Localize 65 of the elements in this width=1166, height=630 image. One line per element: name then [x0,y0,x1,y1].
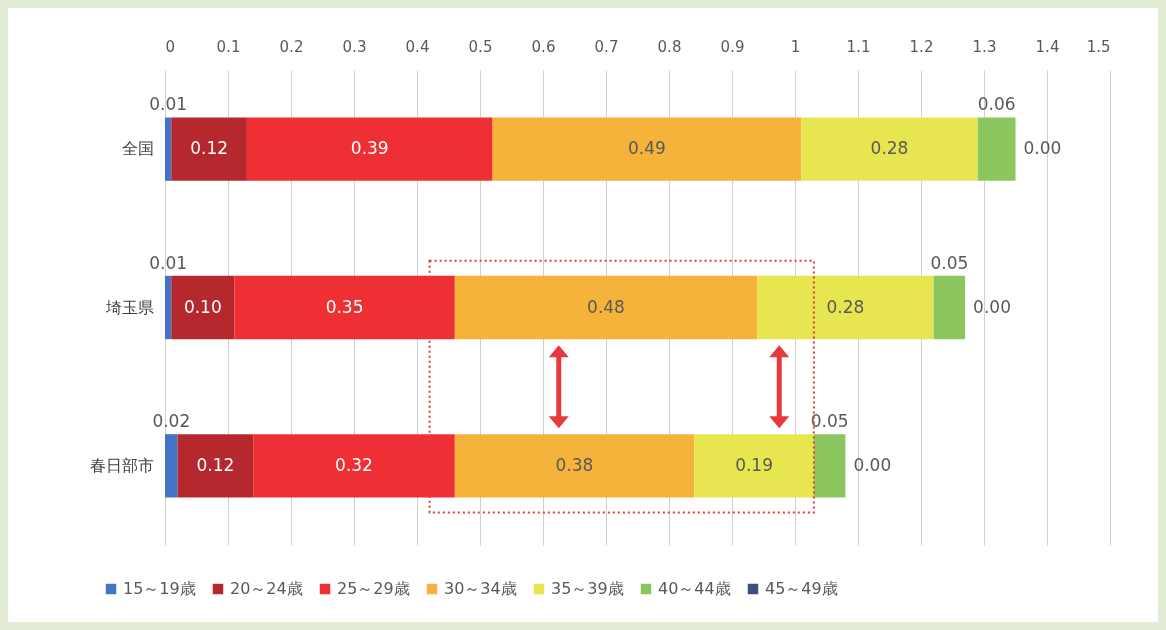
x-tick-label: 1 [790,37,801,56]
bar [694,434,814,498]
bar [253,434,455,498]
data-label: 0.05 [930,252,969,273]
data-label: 0.12 [196,454,235,475]
bar [977,117,1016,181]
data-label: 0.00 [1023,138,1062,159]
x-tick-label: 0.1 [216,37,241,56]
data-label: 0.05 [810,410,849,431]
data-label: 0.35 [325,296,364,317]
x-tick-label: 0.9 [720,37,745,56]
x-tick-label: 1.3 [972,37,997,56]
bar [165,117,172,181]
bar [171,117,247,181]
bar [801,117,978,181]
data-label: 0.00 [853,454,892,475]
data-label: 0.10 [183,296,222,317]
data-label: 0.48 [587,296,625,317]
bar [246,117,493,181]
x-tick-label: 0.8 [657,37,682,56]
legend-label: 20～24歳 [230,579,303,598]
x-tick-label: 1.2 [909,37,934,56]
data-label: 0.06 [977,94,1016,115]
y-tick-label: 埼玉県 [104,297,154,317]
x-tick-label: 1.1 [846,37,871,56]
bar [933,275,966,340]
legend-label: 40～44歳 [658,579,731,598]
bar [454,434,695,498]
x-tick-label: 0.7 [594,37,619,56]
bar [171,275,235,340]
x-tick-label: 1.5 [1086,37,1111,56]
y-tick-label: 全国 [121,139,154,159]
x-tick-label: 0.6 [531,37,556,56]
data-label: 0.28 [870,138,909,159]
legend-label: 30～34歳 [444,579,517,598]
x-tick-label: 0.5 [468,37,493,56]
x-tick-label: 0.3 [342,37,367,56]
legend-label: 25～29歳 [337,579,410,598]
y-tick-label: 春日部市 [89,455,154,475]
data-label: 0.01 [149,94,188,115]
x-tick-label: 1.4 [1035,37,1060,56]
x-tick-label: 0 [165,37,176,56]
data-label: 0.01 [149,252,188,273]
bar [454,275,758,340]
data-label: 0.00 [973,296,1011,317]
legend-label: 35～39歳 [551,579,624,598]
data-label: 0.32 [335,454,373,475]
data-label: 0.39 [350,138,389,159]
data-label: 0.02 [152,410,191,431]
x-tick-label: 0.4 [405,37,430,56]
bar [165,434,178,498]
legend-label: 45～49歳 [765,579,838,598]
data-label: 0.19 [735,454,773,475]
bar [234,275,455,340]
data-label: 0.49 [628,138,666,159]
legend-label: 15～19歳 [123,579,196,598]
bar [492,117,802,181]
bar [177,434,254,498]
data-label: 0.28 [826,296,865,317]
data-label: 0.12 [190,138,229,159]
bar [165,275,172,340]
bar [813,434,846,498]
x-tick-label: 0.2 [279,37,304,56]
data-label: 0.38 [555,454,594,475]
bar [757,275,934,340]
